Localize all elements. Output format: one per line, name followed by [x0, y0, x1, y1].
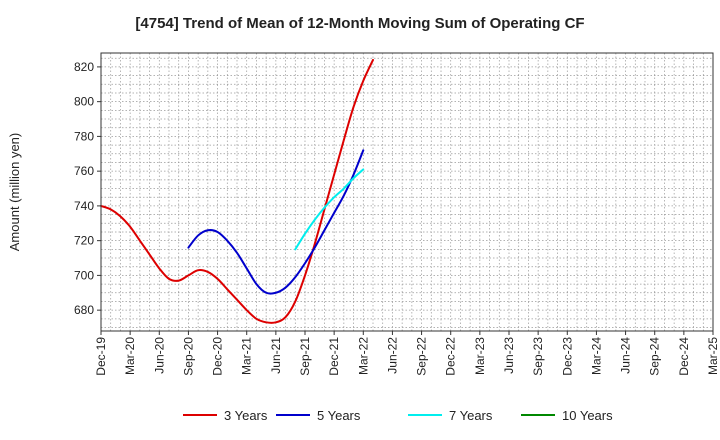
legend-label: 5 Years — [317, 408, 361, 423]
x-tick-label: Dec-21 — [327, 337, 341, 376]
series-layer — [100, 58, 374, 324]
series-line-5-years — [187, 149, 365, 295]
x-tick-label: Mar-23 — [473, 337, 487, 375]
x-tick-label: Dec-23 — [560, 337, 574, 376]
x-tick-label: Sep-22 — [415, 337, 429, 376]
x-tick-label: Sep-23 — [531, 337, 545, 376]
y-tick-label: 720 — [74, 234, 94, 248]
y-tick-label: 740 — [74, 199, 94, 213]
legend-item-3-years: 3 Years — [183, 408, 268, 423]
x-tick-label: Jun-22 — [385, 337, 399, 374]
legend-item-10-years: 10 Years — [521, 408, 613, 423]
x-tick-label: Mar-20 — [123, 337, 137, 375]
legend-item-5-years: 5 Years — [276, 408, 361, 423]
x-tick-label: Sep-24 — [648, 337, 662, 376]
x-tick-label: Dec-19 — [94, 337, 108, 376]
x-tick-label: Dec-20 — [211, 337, 225, 376]
x-tick-label: Jun-21 — [269, 337, 283, 374]
y-tick-label: 680 — [74, 303, 94, 317]
x-tick-label: Mar-25 — [706, 337, 720, 375]
x-tick-label: Jun-20 — [152, 337, 166, 374]
x-tick-label: Mar-22 — [356, 337, 370, 375]
legend: 3 Years 5 Years 7 Years 10 Years — [183, 408, 613, 423]
y-tick-label: 820 — [74, 60, 94, 74]
series-line-3-years — [100, 58, 374, 324]
grid-lines — [101, 53, 713, 331]
y-tick-label: 800 — [74, 95, 94, 109]
x-axis-ticks: Dec-19 Mar-20 Jun-20 Sep-20 Dec-20 Mar-21 Jun-… — [94, 331, 720, 376]
series-line-7-years — [294, 168, 365, 251]
x-tick-label: Dec-24 — [677, 337, 691, 376]
y-axis-ticks: 680 700 720 740 760 780 800 820 — [74, 60, 101, 317]
y-axis-label: Amount (million yen) — [7, 133, 22, 252]
x-tick-label: Sep-21 — [298, 337, 312, 376]
plot-area-frame — [100, 52, 714, 332]
x-tick-label: Sep-20 — [181, 337, 195, 376]
legend-label: 7 Years — [449, 408, 493, 423]
x-tick-label: Mar-21 — [240, 337, 254, 375]
legend-label: 10 Years — [562, 408, 613, 423]
x-tick-label: Jun-24 — [619, 337, 633, 374]
x-tick-label: Dec-22 — [444, 337, 458, 376]
chart-title: [4754] Trend of Mean of 12-Month Moving … — [135, 15, 584, 32]
x-tick-label: Jun-23 — [502, 337, 516, 374]
y-tick-label: 700 — [74, 268, 94, 282]
x-tick-label: Mar-24 — [589, 337, 603, 375]
y-tick-label: 780 — [74, 129, 94, 143]
legend-item-7-years: 7 Years — [408, 408, 493, 423]
legend-label: 3 Years — [224, 408, 268, 423]
y-tick-label: 760 — [74, 164, 94, 178]
